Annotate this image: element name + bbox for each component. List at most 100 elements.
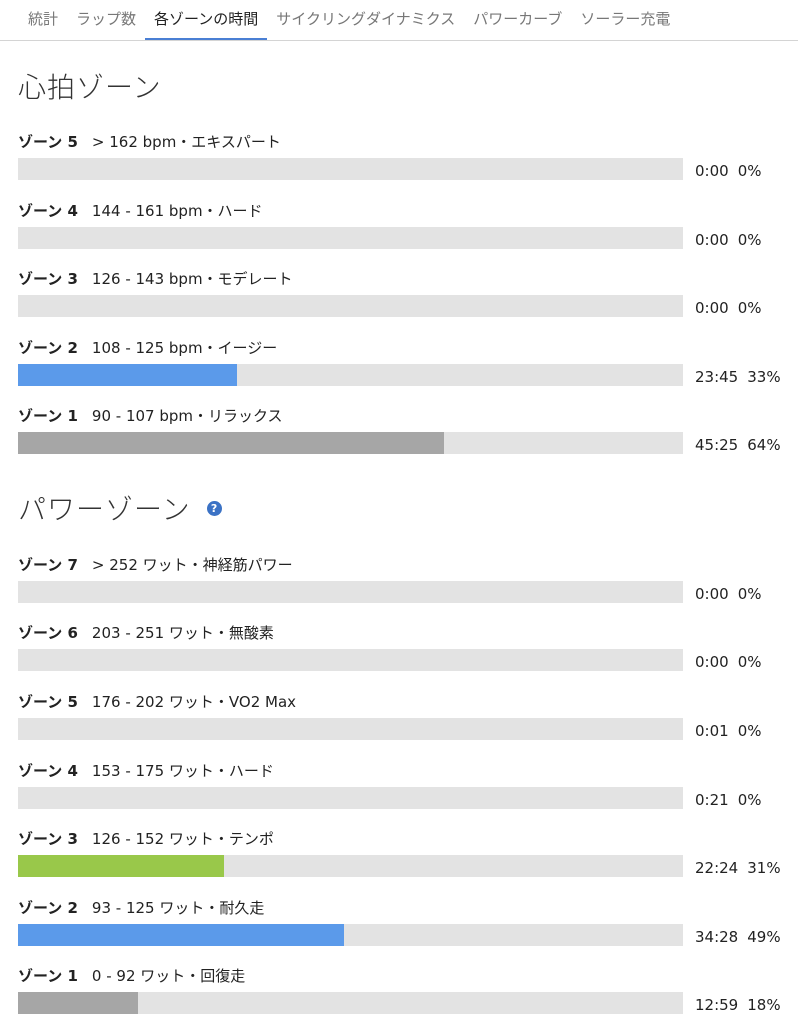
zone-bar-track	[18, 924, 683, 946]
zone-label: ゾーン 4 144 - 161 bpm・ハード	[18, 200, 263, 222]
zone-range: 108 - 125 bpm・イージー	[91, 339, 278, 357]
zone-time: 0:21	[695, 791, 729, 809]
zone-percent: 0%	[737, 299, 762, 317]
zone-name: ゾーン 6	[18, 624, 78, 642]
zone-time-summary: 23:45 33%	[695, 366, 781, 388]
zone-time: 34:28	[695, 928, 739, 946]
zone-time-summary: 45:25 64%	[695, 434, 781, 456]
zone-time-summary: 12:59 18%	[695, 994, 781, 1016]
zone-name: ゾーン 4	[18, 762, 78, 780]
zone-percent: 49%	[747, 928, 781, 946]
zone-name: ゾーン 3	[18, 830, 78, 848]
zone-label: ゾーン 1 0 - 92 ワット・回復走	[18, 965, 245, 987]
zone-percent: 31%	[747, 859, 781, 877]
tab-laps[interactable]: ラップ数	[76, 10, 137, 28]
zone-percent: 0%	[737, 653, 762, 671]
zone-bar-track	[18, 718, 683, 740]
zone-time-summary: 0:01 0%	[695, 720, 761, 742]
zone-bar-fill	[18, 364, 238, 386]
zone-name: ゾーン 7	[18, 556, 78, 574]
zone-percent: 33%	[747, 368, 781, 386]
power-zone-7-row: ゾーン 7 > 252 ワット・神経筋パワー 0:00 0%	[0, 554, 798, 614]
hr-zone-2-row: ゾーン 2 108 - 125 bpm・イージー 23:45 33%	[0, 337, 798, 397]
zone-label: ゾーン 4 153 - 175 ワット・ハード	[18, 760, 274, 782]
zone-bar-track	[18, 787, 683, 809]
zone-label: ゾーン 3 126 - 152 ワット・テンポ	[18, 828, 274, 850]
zone-range: 0 - 92 ワット・回復走	[91, 967, 246, 985]
tab-stats[interactable]: 統計	[28, 10, 59, 28]
zone-time: 23:45	[695, 368, 739, 386]
power-zone-5-row: ゾーン 5 176 - 202 ワット・VO2 Max 0:01 0%	[0, 691, 798, 751]
zone-range: 176 - 202 ワット・VO2 Max	[91, 693, 297, 711]
zone-range: > 252 ワット・神経筋パワー	[91, 556, 293, 574]
zone-range: 126 - 143 bpm・モデレート	[91, 270, 293, 288]
zone-label: ゾーン 2 108 - 125 bpm・イージー	[18, 337, 277, 359]
tab-solar-charge[interactable]: ソーラー充電	[580, 10, 671, 28]
zone-range: 203 - 251 ワット・無酸素	[91, 624, 274, 642]
power-zones-title: パワーゾーン?	[18, 488, 222, 528]
zone-bar-track	[18, 581, 683, 603]
zone-time-summary: 0:00 0%	[695, 583, 761, 605]
zone-range: 153 - 175 ワット・ハード	[91, 762, 274, 780]
power-zones-title-text: パワーゾーン	[18, 493, 191, 526]
zone-time-summary: 0:21 0%	[695, 789, 761, 811]
zone-label: ゾーン 7 > 252 ワット・神経筋パワー	[18, 554, 293, 576]
zone-percent: 64%	[747, 436, 781, 454]
zone-name: ゾーン 2	[18, 339, 78, 357]
zone-time-summary: 34:28 49%	[695, 926, 781, 948]
zone-time: 0:00	[695, 653, 729, 671]
zone-range: > 162 bpm・エキスパート	[91, 133, 281, 151]
hr-zone-3-row: ゾーン 3 126 - 143 bpm・モデレート 0:00 0%	[0, 268, 798, 328]
zone-time: 22:24	[695, 859, 739, 877]
zone-name: ゾーン 4	[18, 202, 78, 220]
zone-name: ゾーン 3	[18, 270, 78, 288]
zone-percent: 0%	[737, 791, 762, 809]
zone-name: ゾーン 1	[18, 407, 78, 425]
zone-time-summary: 0:00 0%	[695, 297, 761, 319]
hr-zone-5-row: ゾーン 5 > 162 bpm・エキスパート 0:00 0%	[0, 131, 798, 191]
zone-percent: 0%	[737, 162, 762, 180]
power-zone-6-row: ゾーン 6 203 - 251 ワット・無酸素 0:00 0%	[0, 622, 798, 682]
power-zone-4-row: ゾーン 4 153 - 175 ワット・ハード 0:21 0%	[0, 760, 798, 820]
zone-name: ゾーン 2	[18, 899, 78, 917]
zone-bar-track	[18, 432, 683, 454]
zone-percent: 18%	[747, 996, 781, 1014]
heart-rate-zones-title-text: 心拍ゾーン	[18, 71, 162, 104]
zone-name: ゾーン 5	[18, 693, 78, 711]
zone-percent: 0%	[737, 722, 762, 740]
zone-bar-fill	[18, 432, 444, 454]
zone-time-summary: 22:24 31%	[695, 857, 781, 879]
tab-cycling-dynamics[interactable]: サイクリングダイナミクス	[276, 10, 456, 28]
zone-label: ゾーン 5 > 162 bpm・エキスパート	[18, 131, 281, 153]
zone-bar-track	[18, 227, 683, 249]
power-zone-1-row: ゾーン 1 0 - 92 ワット・回復走 12:59 18%	[0, 965, 798, 1025]
zone-time: 0:01	[695, 722, 729, 740]
zone-time-summary: 0:00 0%	[695, 229, 761, 251]
zone-time: 12:59	[695, 996, 739, 1014]
hr-zone-4-row: ゾーン 4 144 - 161 bpm・ハード 0:00 0%	[0, 200, 798, 260]
zone-name: ゾーン 5	[18, 133, 78, 151]
zone-time-summary: 0:00 0%	[695, 651, 761, 673]
heart-rate-zones-title: 心拍ゾーン	[18, 66, 162, 106]
zone-range: 90 - 107 bpm・リラックス	[91, 407, 283, 425]
zone-bar-track	[18, 992, 683, 1014]
zone-bar-fill	[18, 924, 344, 946]
zone-label: ゾーン 3 126 - 143 bpm・モデレート	[18, 268, 293, 290]
zone-name: ゾーン 1	[18, 967, 78, 985]
zone-time: 0:00	[695, 162, 729, 180]
power-zone-2-row: ゾーン 2 93 - 125 ワット・耐久走 34:28 49%	[0, 897, 798, 957]
tab-time-in-zones[interactable]: 各ゾーンの時間	[145, 0, 268, 40]
question-circle-icon[interactable]: ?	[206, 500, 222, 516]
zone-time: 0:00	[695, 299, 729, 317]
zone-percent: 0%	[737, 231, 762, 249]
zone-time-summary: 0:00 0%	[695, 160, 761, 182]
hr-zone-1-row: ゾーン 1 90 - 107 bpm・リラックス 45:25 64%	[0, 405, 798, 465]
power-zone-3-row: ゾーン 3 126 - 152 ワット・テンポ 22:24 31%	[0, 828, 798, 888]
tab-power-curve[interactable]: パワーカーブ	[473, 10, 563, 28]
zone-bar-track	[18, 855, 683, 877]
zone-time: 45:25	[695, 436, 739, 454]
zone-bar-track	[18, 158, 683, 180]
zone-label: ゾーン 5 176 - 202 ワット・VO2 Max	[18, 691, 296, 713]
zone-label: ゾーン 2 93 - 125 ワット・耐久走	[18, 897, 264, 919]
zone-label: ゾーン 6 203 - 251 ワット・無酸素	[18, 622, 274, 644]
